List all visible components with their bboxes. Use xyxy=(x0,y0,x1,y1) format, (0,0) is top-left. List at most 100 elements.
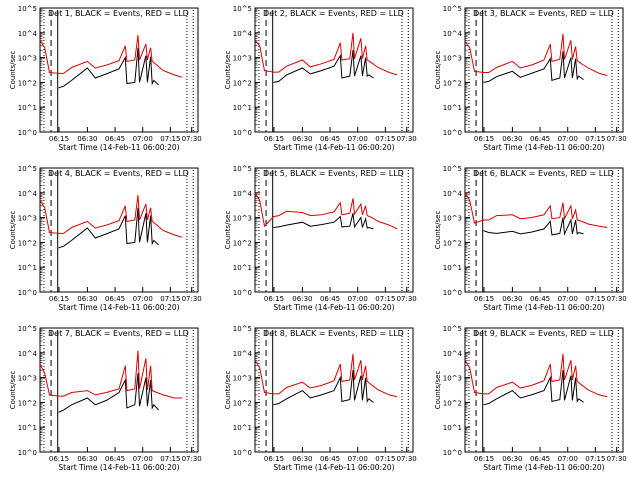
y-tick-label: 10^3 xyxy=(233,215,252,223)
y-tick-label: 10^5 xyxy=(18,325,37,333)
x-tick-label: 07:15 xyxy=(160,135,180,143)
x-tick-label: 07:30 xyxy=(607,455,627,463)
plot-frame xyxy=(464,167,624,293)
x-tick-label: 07:00 xyxy=(348,135,368,143)
panel-title: Det 6, BLACK = Events, RED = LLD xyxy=(473,169,614,178)
y-tick-label: 10^5 xyxy=(443,325,462,333)
y-tick-label: 10^3 xyxy=(443,375,462,383)
x-tick-label: 06:45 xyxy=(105,295,125,303)
series-lld xyxy=(464,353,608,398)
x-tick-label: 06:30 xyxy=(292,455,312,463)
x-tick-label: 07:15 xyxy=(585,455,605,463)
y-tick-label: 10^4 xyxy=(233,190,253,198)
x-tick-label: 06:45 xyxy=(105,135,125,143)
y-tick-label: 10^5 xyxy=(233,165,252,173)
y-tick-label: 10^4 xyxy=(233,30,253,38)
series-lld xyxy=(39,195,183,238)
series-events xyxy=(483,51,584,83)
y-axis-label: Counts/sec xyxy=(9,371,17,410)
x-tick-label: 07:00 xyxy=(133,295,153,303)
series-events xyxy=(58,207,159,249)
y-tick-label: 10^4 xyxy=(18,190,38,198)
x-tick-label: 06:30 xyxy=(502,295,522,303)
x-axis-label: Start Time (14-Feb-11 06:00:20) xyxy=(58,143,179,152)
x-tick-label: 06:15 xyxy=(49,135,69,143)
x-tick-label: 06:45 xyxy=(530,455,550,463)
x-tick-label: 06:45 xyxy=(105,455,125,463)
series-lld xyxy=(39,350,183,399)
x-tick-label: 07:30 xyxy=(182,455,202,463)
y-tick-label: 10^2 xyxy=(233,239,252,247)
y-tick-label: 10^4 xyxy=(233,350,253,358)
detector-panel-6: Det 6, BLACK = Events, RED = LLD 10^0 10^1… xyxy=(434,165,627,312)
y-tick-label: 10^4 xyxy=(443,30,463,38)
x-axis-label: Start Time (14-Feb-11 06:00:20) xyxy=(483,303,604,312)
y-tick-label: 10^1 xyxy=(443,104,462,112)
x-tick-label: 06:30 xyxy=(502,455,522,463)
x-tick-label: 07:15 xyxy=(375,295,395,303)
x-tick-label: 07:30 xyxy=(607,295,627,303)
y-tick-label: 10^2 xyxy=(18,239,37,247)
y-axis-label: Counts/sec xyxy=(434,211,442,250)
plot-frame xyxy=(39,7,199,133)
series-lld xyxy=(39,35,183,78)
y-tick-label: 10^1 xyxy=(233,104,252,112)
plot-frame xyxy=(254,167,414,293)
x-tick-label: 06:45 xyxy=(320,135,340,143)
detector-panel-2: Det 2, BLACK = Events, RED = LLD 10^0 10^1… xyxy=(224,5,417,152)
x-tick-label: 06:30 xyxy=(77,295,97,303)
x-tick-label: 06:30 xyxy=(77,455,97,463)
y-tick-label: 10^3 xyxy=(18,375,37,383)
x-tick-label: 06:30 xyxy=(502,135,522,143)
detector-panel-8: Det 8, BLACK = Events, RED = LLD 10^0 10^1… xyxy=(224,325,417,472)
plot-frame xyxy=(39,327,199,453)
y-tick-label: 10^4 xyxy=(443,350,463,358)
plot-frame xyxy=(464,327,624,453)
y-tick-label: 10^4 xyxy=(443,190,463,198)
panel-title: Det 5, BLACK = Events, RED = LLD xyxy=(263,169,404,178)
series-events xyxy=(58,373,159,413)
y-tick-label: 10^1 xyxy=(18,264,37,272)
plot-frame xyxy=(39,167,199,293)
y-axis-label: Counts/sec xyxy=(9,211,17,250)
y-tick-label: 10^2 xyxy=(443,239,462,247)
x-tick-label: 07:00 xyxy=(558,295,578,303)
detector-panel-4: Det 4, BLACK = Events, RED = LLD 10^0 10^1… xyxy=(9,165,202,312)
detector-panel-3: Det 3, BLACK = Events, RED = LLD 10^0 10^1… xyxy=(434,5,627,152)
panel-title: Det 8, BLACK = Events, RED = LLD xyxy=(263,329,404,338)
y-axis-label: Counts/sec xyxy=(224,371,232,410)
series-events xyxy=(58,47,159,89)
x-tick-label: 07:15 xyxy=(160,295,180,303)
panel-title: Det 2, BLACK = Events, RED = LLD xyxy=(263,9,404,18)
y-tick-label: 10^1 xyxy=(443,264,462,272)
x-tick-label: 07:30 xyxy=(607,135,627,143)
y-axis-label: Counts/sec xyxy=(434,51,442,90)
x-tick-label: 07:30 xyxy=(182,135,202,143)
y-tick-label: 10^5 xyxy=(18,165,37,173)
y-tick-label: 10^0 xyxy=(18,129,37,137)
x-tick-label: 06:30 xyxy=(77,135,97,143)
y-tick-label: 10^0 xyxy=(233,449,252,457)
y-tick-label: 10^5 xyxy=(18,5,37,13)
x-tick-label: 07:15 xyxy=(585,295,605,303)
y-tick-label: 10^5 xyxy=(443,165,462,173)
y-tick-label: 10^0 xyxy=(18,449,37,457)
panel-title: Det 1, BLACK = Events, RED = LLD xyxy=(48,9,189,18)
y-tick-label: 10^2 xyxy=(18,399,37,407)
x-axis-label: Start Time (14-Feb-11 06:00:20) xyxy=(483,143,604,152)
y-tick-label: 10^0 xyxy=(18,289,37,297)
panel-title: Det 4, BLACK = Events, RED = LLD xyxy=(48,169,189,178)
series-events xyxy=(483,370,584,406)
panel-title: Det 7, BLACK = Events, RED = LLD xyxy=(48,329,189,338)
detector-panel-5: Det 5, BLACK = Events, RED = LLD 10^0 10^1… xyxy=(224,165,417,312)
series-lld xyxy=(254,192,398,230)
detector-panel-1: Det 1, BLACK = Events, RED = LLD 10^0 10^1… xyxy=(9,5,202,152)
plot-frame xyxy=(254,7,414,133)
x-tick-label: 07:15 xyxy=(585,135,605,143)
y-tick-label: 10^3 xyxy=(233,55,252,63)
x-tick-label: 06:15 xyxy=(264,295,284,303)
x-axis-label: Start Time (14-Feb-11 06:00:20) xyxy=(483,463,604,472)
x-tick-label: 06:15 xyxy=(49,295,69,303)
x-tick-label: 07:00 xyxy=(558,455,578,463)
series-events xyxy=(273,213,374,230)
